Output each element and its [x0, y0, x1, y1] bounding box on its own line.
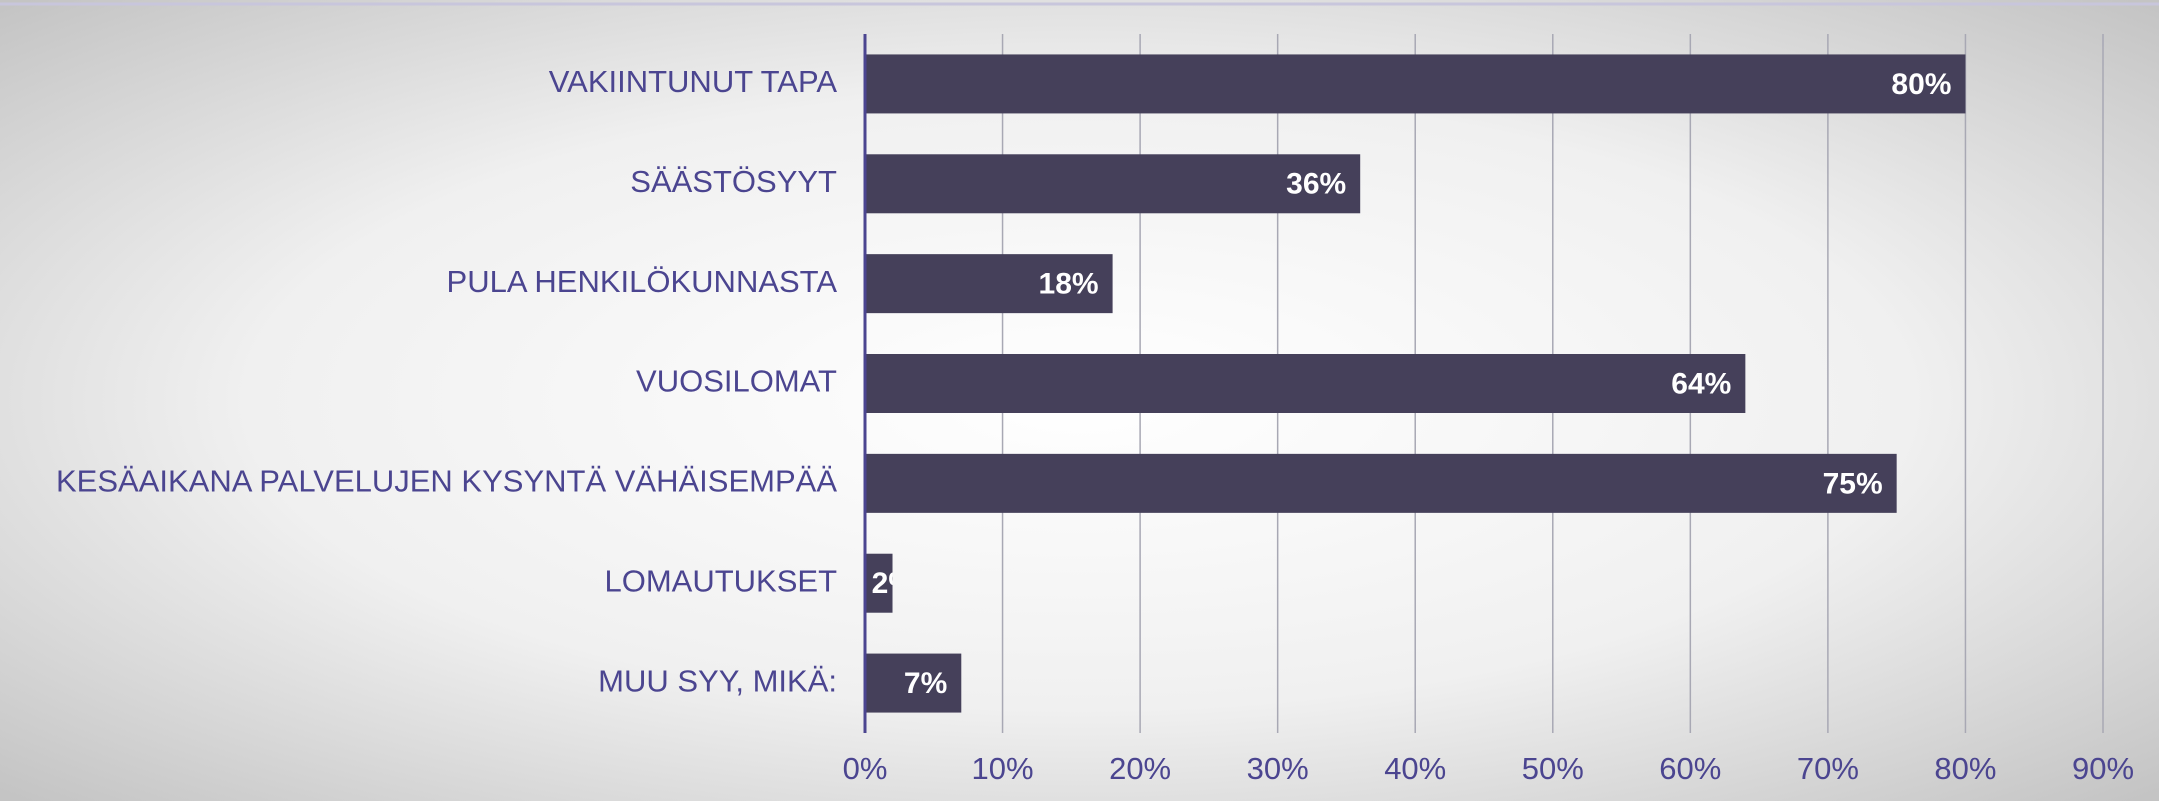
bar [865, 154, 1361, 214]
x-tick-label: 90% [2072, 751, 2134, 786]
value-label: 2% [872, 567, 915, 600]
x-tick-label: 0% [843, 751, 888, 786]
category-label: SÄÄSTÖSYYT [630, 164, 837, 199]
category-label: PULA HENKILÖKUNNASTA [447, 264, 838, 299]
x-tick-label: 20% [1109, 751, 1171, 786]
bar [865, 653, 962, 713]
value-label: 18% [1039, 268, 1099, 301]
value-label: 36% [1286, 168, 1346, 201]
category-label: MUU SYY, MIKÄ: [598, 663, 837, 698]
x-tick-label: 10% [972, 751, 1034, 786]
value-label: 75% [1823, 467, 1883, 500]
x-tick-label: 60% [1659, 751, 1721, 786]
bar [865, 54, 1966, 114]
x-tick-label: 50% [1522, 751, 1584, 786]
category-label: VUOSILOMAT [636, 364, 837, 399]
x-tick-label: 30% [1247, 751, 1309, 786]
x-tick-label: 70% [1797, 751, 1859, 786]
value-label: 64% [1671, 367, 1731, 400]
bar [865, 354, 1746, 413]
category-label: KESÄAIKANA PALVELUJEN KYSYNTÄ VÄHÄISEMPÄ… [56, 464, 837, 499]
value-label: 7% [904, 667, 947, 700]
x-tick-label: 80% [1934, 751, 1996, 786]
x-tick-label: 40% [1384, 751, 1446, 786]
bar [865, 254, 1113, 314]
bar [865, 453, 1897, 513]
value-label: 80% [1891, 68, 1951, 101]
category-label: VAKIINTUNUT TAPA [549, 64, 838, 99]
bar [865, 553, 893, 613]
category-label: LOMAUTUKSET [604, 563, 837, 598]
